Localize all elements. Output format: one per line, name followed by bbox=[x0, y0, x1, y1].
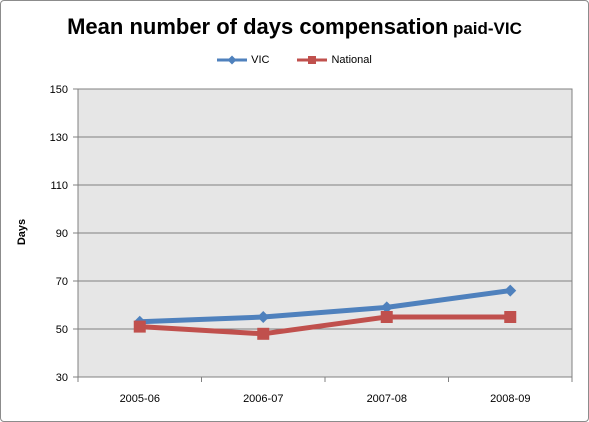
legend-swatch-national bbox=[297, 56, 328, 64]
y-tick-label: 30 bbox=[56, 372, 68, 384]
data-point-vic bbox=[257, 311, 270, 323]
chart-title-suffix: paid-VIC bbox=[452, 19, 522, 38]
x-tick-label: 2008-09 bbox=[490, 393, 530, 405]
legend-item-national: National bbox=[297, 54, 372, 66]
y-tick-label: 130 bbox=[50, 132, 68, 144]
y-tick-label: 150 bbox=[50, 84, 68, 96]
x-tick-label: 2006-07 bbox=[243, 393, 283, 405]
y-tick-label: 70 bbox=[56, 276, 68, 288]
x-tick-label: 2007-08 bbox=[367, 393, 407, 405]
data-point-vic bbox=[504, 284, 517, 297]
legend: VIC National bbox=[0, 54, 589, 66]
series-line-vic bbox=[137, 288, 513, 325]
y-tick-label: 110 bbox=[50, 180, 68, 192]
y-tick-label: 90 bbox=[56, 228, 68, 240]
data-point-national bbox=[504, 311, 517, 323]
legend-swatch-vic bbox=[217, 55, 248, 65]
legend-label-national: National bbox=[331, 54, 372, 66]
chart-title: Mean number of days compensation paid-VI… bbox=[0, 14, 589, 40]
legend-item-vic: VIC bbox=[217, 54, 269, 66]
data-point-national bbox=[133, 320, 146, 333]
y-tick-label: 50 bbox=[56, 324, 68, 336]
legend-label-vic: VIC bbox=[251, 54, 270, 66]
data-point-vic bbox=[380, 301, 393, 314]
chart-title-main: Mean number of days compensation bbox=[67, 14, 449, 39]
data-point-national bbox=[257, 327, 270, 340]
data-point-national bbox=[380, 311, 393, 323]
series-line-national bbox=[137, 314, 513, 337]
x-tick-label: 2005-06 bbox=[120, 393, 160, 405]
